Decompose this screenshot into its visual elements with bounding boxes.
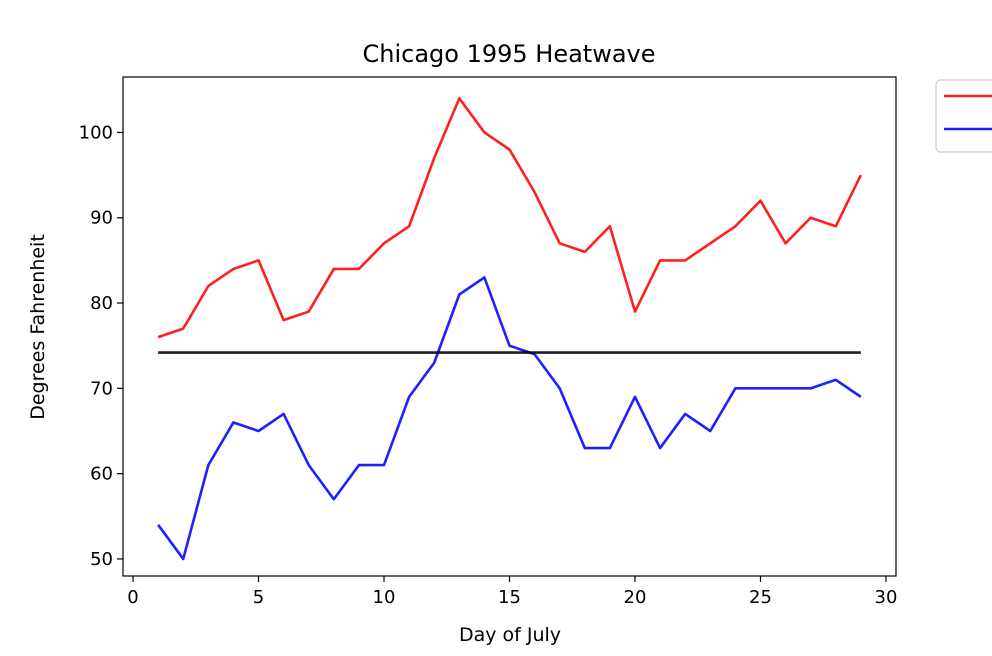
x-tick-label: 25 <box>749 587 772 608</box>
y-tick-label: 60 <box>90 464 113 485</box>
chart-title: Chicago 1995 Heatwave <box>362 40 655 68</box>
x-tick-label: 15 <box>498 587 521 608</box>
x-tick-label: 30 <box>875 587 898 608</box>
y-tick-label: 80 <box>90 293 113 314</box>
legend <box>935 79 992 153</box>
y-tick-label: 50 <box>90 549 113 570</box>
y-axis-ticks: 50 60 70 80 90 100 <box>79 122 123 570</box>
y-tick-label: 100 <box>79 122 113 143</box>
x-tick-label: 10 <box>373 587 396 608</box>
series-line-2 <box>157 276 862 561</box>
x-axis-ticks: 0 5 10 15 20 25 30 <box>127 576 897 608</box>
x-axis-label: Day of July <box>459 624 561 646</box>
x-tick-label: 5 <box>253 587 264 608</box>
series-line-1 <box>157 97 863 339</box>
y-axis-label: Degrees Fahrenheit <box>27 234 49 420</box>
y-tick-label: 70 <box>90 378 113 399</box>
x-tick-label: 0 <box>127 587 138 608</box>
x-tick-label: 20 <box>624 587 647 608</box>
plot-content <box>157 97 863 561</box>
y-tick-label: 90 <box>90 208 113 229</box>
legend-box <box>935 79 992 153</box>
